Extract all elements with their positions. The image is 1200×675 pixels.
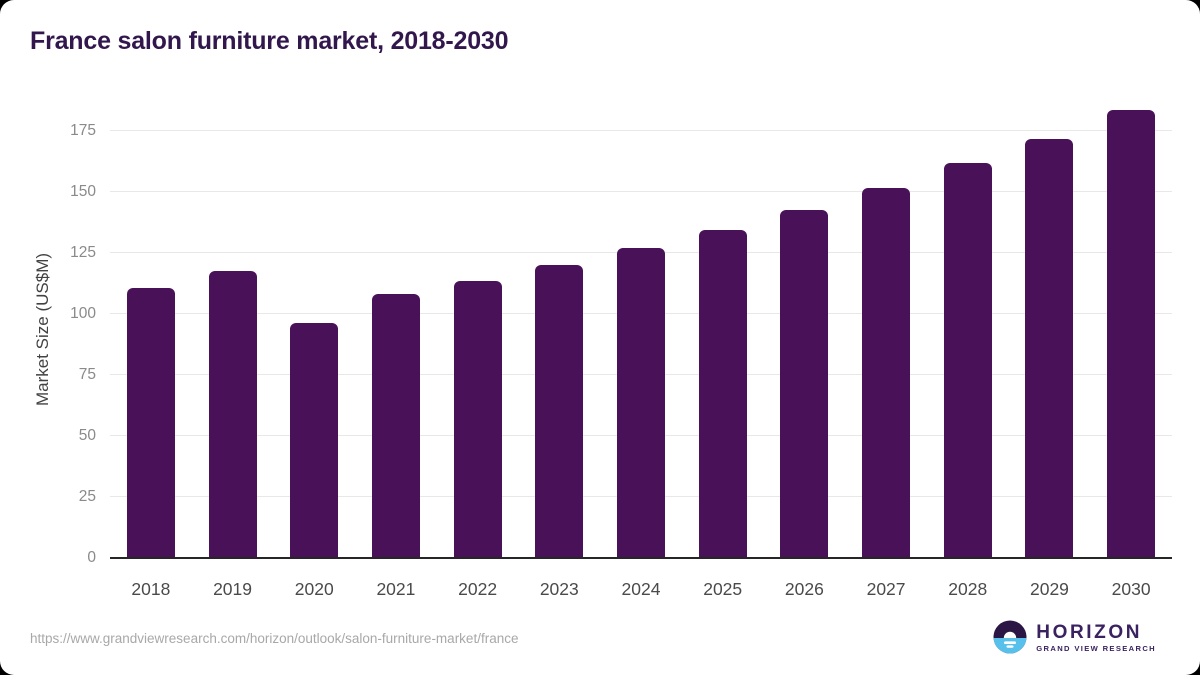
- bar-2029: [1025, 138, 1074, 558]
- y-tick-0: 0: [87, 549, 96, 566]
- x-tick-2018: 2018: [131, 579, 171, 599]
- x-tick-2021: 2021: [376, 579, 416, 599]
- y-tick-125: 125: [70, 244, 96, 261]
- x-tick-2020: 2020: [294, 579, 334, 599]
- gridline-150: [110, 191, 1172, 192]
- bar-2020: [290, 322, 339, 558]
- bar-2028: [943, 163, 992, 558]
- x-axis-line: [110, 557, 1172, 559]
- y-tick-50: 50: [78, 427, 96, 444]
- chart-title: France salon furniture market, 2018-2030: [30, 27, 509, 55]
- horizon-logo: HORIZON GRAND VIEW RESEARCH: [993, 620, 1156, 654]
- horizon-logo-text: HORIZON GRAND VIEW RESEARCH: [1036, 622, 1156, 653]
- horizon-logo-icon: [993, 620, 1027, 654]
- source-url: https://www.grandviewresearch.com/horizo…: [30, 631, 519, 646]
- bar-2019: [208, 271, 257, 558]
- x-tick-2019: 2019: [213, 579, 252, 599]
- x-tick-2024: 2024: [621, 579, 661, 599]
- logo-title: HORIZON: [1036, 621, 1143, 643]
- x-tick-2023: 2023: [539, 579, 579, 599]
- y-tick-75: 75: [78, 366, 96, 383]
- bar-2027: [862, 187, 911, 558]
- x-tick-2028: 2028: [948, 579, 988, 599]
- x-tick-2025: 2025: [703, 579, 743, 599]
- y-tick-100: 100: [70, 305, 96, 322]
- logo-subtitle: GRAND VIEW RESEARCH: [1036, 643, 1156, 653]
- bar-2018: [126, 287, 175, 558]
- gridline-175: [110, 130, 1172, 131]
- plot-area: 0 25 50 75 100 125 150 175 2018 2019 2020 2021 2022 2…: [70, 100, 1172, 599]
- bar-2023: [535, 265, 584, 558]
- y-tick-175: 175: [70, 122, 96, 139]
- bar-2026: [780, 209, 829, 558]
- x-tick-2026: 2026: [784, 579, 824, 599]
- bar-2030: [1107, 109, 1156, 558]
- y-tick-25: 25: [78, 488, 96, 505]
- bar-2021: [371, 294, 420, 558]
- x-tick-2027: 2027: [866, 579, 906, 599]
- bar-2024: [617, 247, 665, 558]
- x-tick-2029: 2029: [1029, 579, 1069, 599]
- bar-2022: [453, 281, 502, 558]
- x-tick-2030: 2030: [1111, 579, 1151, 599]
- x-tick-2022: 2022: [458, 579, 498, 599]
- y-tick-150: 150: [70, 183, 96, 200]
- bar-2025: [698, 229, 747, 558]
